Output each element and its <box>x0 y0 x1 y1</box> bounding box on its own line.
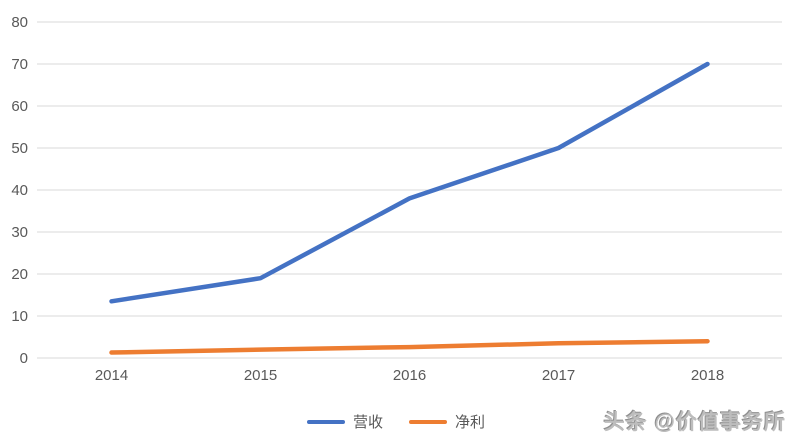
y-tick-label: 60 <box>11 98 28 115</box>
x-tick-label: 2016 <box>393 367 426 384</box>
net-profit-legend-label: 净利 <box>455 413 486 431</box>
x-tick-label: 2014 <box>95 367 128 384</box>
x-tick-label: 2017 <box>542 367 575 384</box>
y-tick-label: 80 <box>11 14 28 31</box>
revenue-line <box>109 61 710 304</box>
revenue-legend-label: 营收 <box>352 413 383 431</box>
x-tick-label: 2018 <box>691 367 724 384</box>
net-profit-line-swatch <box>409 419 447 425</box>
y-tick-label: 10 <box>11 308 28 325</box>
y-tick-label: 50 <box>11 140 28 157</box>
legend-item-net-profit: 净利 <box>409 415 485 430</box>
legend: 营收 净利 <box>0 409 792 435</box>
watermark: 头条 @价值事务所 <box>603 411 786 434</box>
y-tick-label: 30 <box>11 224 28 241</box>
legend-item-revenue: 营收 <box>306 413 383 431</box>
net-profit-line <box>109 338 710 355</box>
y-tick-label: 20 <box>11 266 28 283</box>
y-tick-label: 40 <box>11 182 28 199</box>
revenue-line-swatch <box>306 419 345 425</box>
x-tick-label: 2015 <box>244 367 277 384</box>
y-tick-label: 0 <box>20 350 28 367</box>
y-tick-label: 70 <box>11 56 28 73</box>
